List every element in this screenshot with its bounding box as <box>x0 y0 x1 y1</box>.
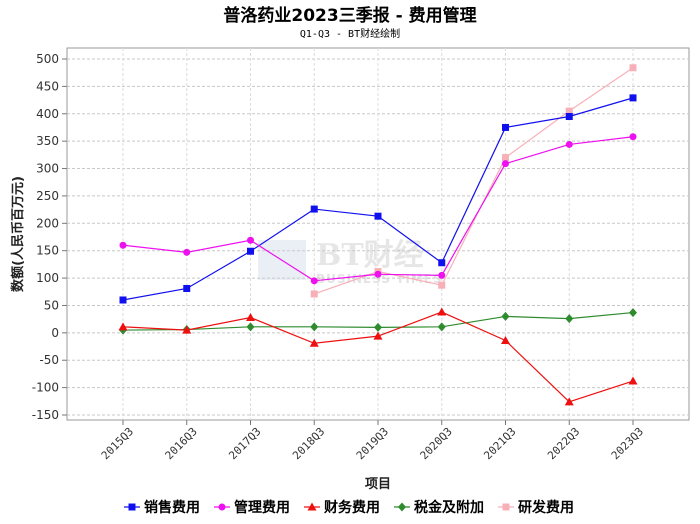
data-point <box>118 322 128 331</box>
data-point <box>438 259 446 267</box>
x-tick-label: 2019Q3 <box>354 425 391 462</box>
legend-item: 财务费用 <box>304 499 380 516</box>
data-point <box>565 113 573 121</box>
data-point <box>629 308 637 318</box>
legend: 销售费用 管理费用 财务费用 税金及附加 研发费用 <box>124 499 574 516</box>
grid <box>67 48 689 420</box>
data-point <box>629 133 637 141</box>
series-group <box>118 307 638 406</box>
legend-label: 研发费用 <box>518 499 574 516</box>
series-layer <box>118 64 638 406</box>
series-group <box>119 308 637 335</box>
data-point <box>310 205 318 213</box>
legend-label: 销售费用 <box>144 499 200 516</box>
y-tick-label: 0 <box>51 326 59 340</box>
data-point <box>183 284 191 292</box>
x-axis-label: 项目 <box>365 477 391 492</box>
data-point <box>629 64 637 72</box>
legend-item: 税金及附加 <box>393 499 484 516</box>
data-point <box>119 296 127 304</box>
x-axis: 2015Q3 2016Q3 2017Q3 2018Q3 2019Q3 2020Q3 2021… <box>99 420 646 462</box>
legend-item: 研发费用 <box>497 499 574 516</box>
data-point <box>565 107 573 115</box>
data-point <box>246 313 255 322</box>
x-tick-label: 2015Q3 <box>99 425 136 462</box>
data-point <box>310 322 319 332</box>
legend-label: 税金及附加 <box>414 499 484 516</box>
data-point <box>374 322 382 332</box>
data-point <box>374 212 382 220</box>
y-tick-label: 150 <box>36 244 59 258</box>
chart-title: 普洛药业2023三季报 - 费用管理 <box>223 5 476 26</box>
y-tick-label: -50 <box>39 353 59 367</box>
data-point <box>501 336 510 345</box>
x-tick-label: 2020Q3 <box>418 425 455 462</box>
y-tick-label: 500 <box>36 52 59 66</box>
x-tick-label: 2022Q3 <box>545 425 582 462</box>
x-tick-label: 2021Q3 <box>481 425 518 462</box>
watermark: BT财经 BUSINESS TIMES <box>258 238 442 286</box>
x-tick-label: 2018Q3 <box>290 425 327 462</box>
data-point <box>438 281 446 289</box>
y-axis-label: 数额(人民币百万元) <box>10 176 26 292</box>
data-point <box>629 94 637 102</box>
data-point <box>437 322 446 332</box>
y-tick-label: 400 <box>36 107 59 121</box>
data-point <box>307 502 317 511</box>
data-point <box>309 338 319 347</box>
y-tick-label: 50 <box>44 298 59 312</box>
y-tick-label: 350 <box>36 134 59 148</box>
chart-subtitle: Q1-Q3 - BT财经绘制 <box>300 27 400 40</box>
data-point <box>374 270 382 278</box>
data-point <box>502 154 509 162</box>
legend-item: 销售费用 <box>124 499 200 516</box>
data-point <box>183 248 191 256</box>
data-point <box>310 290 318 298</box>
x-tick-label: 2023Q3 <box>609 425 646 462</box>
data-point <box>565 140 573 148</box>
data-point <box>502 503 510 511</box>
data-point <box>397 502 406 512</box>
data-point <box>437 307 447 316</box>
watermark-text: BT财经 <box>316 238 424 273</box>
y-tick-label: 300 <box>36 162 59 176</box>
data-point <box>310 277 318 285</box>
data-point <box>247 236 254 244</box>
data-point <box>119 241 127 249</box>
data-point <box>502 160 509 168</box>
y-tick-label: 100 <box>36 271 59 285</box>
y-axis: 500450400350300250200150100500-50-100-15… <box>32 52 67 422</box>
data-point <box>564 397 574 406</box>
data-point <box>182 325 192 334</box>
data-point <box>565 314 574 324</box>
data-point <box>438 271 446 279</box>
y-tick-label: 250 <box>36 189 59 203</box>
legend-label: 管理费用 <box>234 499 290 516</box>
data-point <box>246 322 255 332</box>
y-tick-label: 450 <box>36 79 59 93</box>
y-tick-label: -150 <box>32 408 59 422</box>
data-point <box>247 247 254 255</box>
series-group <box>119 94 637 304</box>
y-tick-label: 200 <box>36 216 59 230</box>
data-point <box>501 311 510 321</box>
legend-label: 财务费用 <box>323 499 380 516</box>
data-point <box>628 376 638 385</box>
series-group <box>119 133 637 285</box>
data-point <box>502 123 509 131</box>
y-tick-label: -100 <box>32 381 59 395</box>
data-point <box>373 331 383 340</box>
x-tick-label: 2016Q3 <box>163 425 200 462</box>
data-point <box>128 503 136 511</box>
data-point <box>218 503 226 511</box>
legend-item: 管理费用 <box>214 499 290 516</box>
x-tick-label: 2017Q3 <box>226 425 263 462</box>
